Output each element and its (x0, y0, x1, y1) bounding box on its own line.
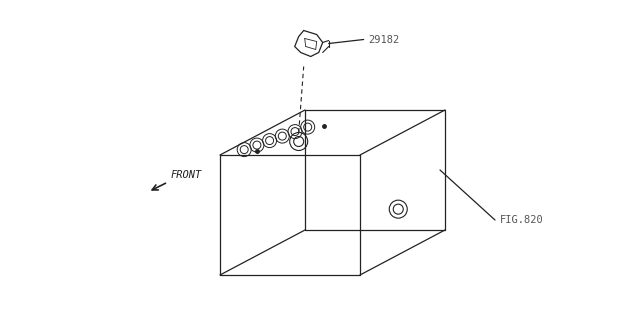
Text: FIG.820: FIG.820 (500, 215, 544, 225)
Text: FRONT: FRONT (171, 170, 202, 180)
Text: 29182: 29182 (369, 35, 400, 44)
